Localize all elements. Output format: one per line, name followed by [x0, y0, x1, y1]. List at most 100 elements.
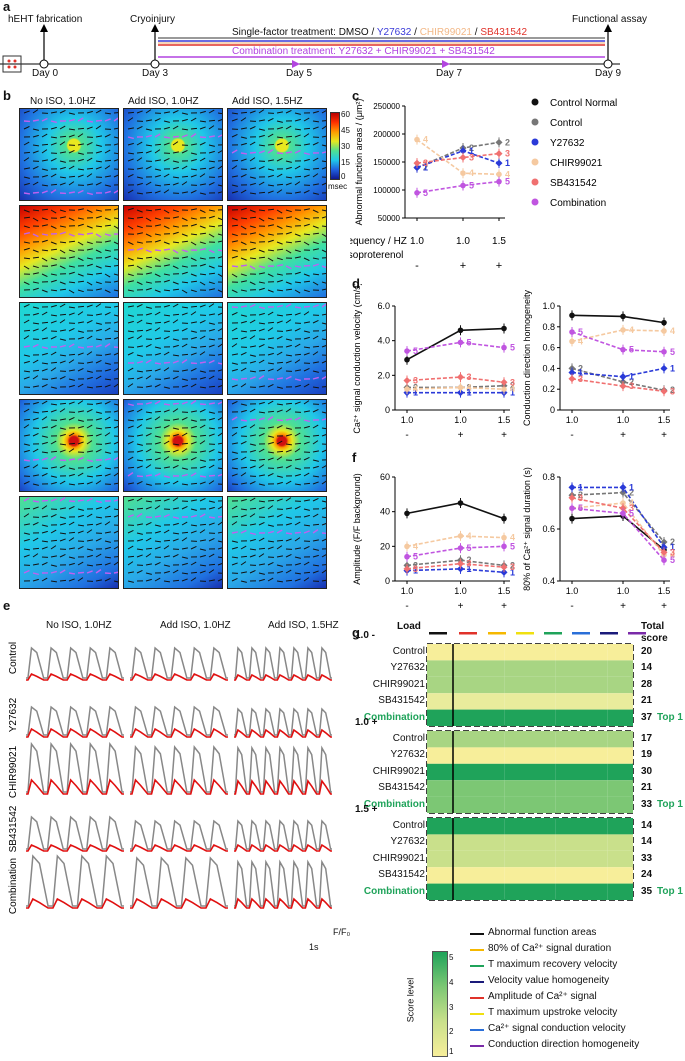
series-number: 2 [510, 381, 515, 391]
vector-arrow [95, 506, 102, 510]
vector-arrow [136, 481, 143, 485]
vector-arrow [41, 524, 48, 527]
vector-arrow [136, 304, 143, 308]
vector-arrow [285, 182, 292, 186]
vector-arrow [59, 516, 66, 519]
heat-cell [530, 731, 556, 748]
vector-arrow [240, 580, 247, 583]
vector-arrow [258, 265, 265, 269]
vector-arrow [50, 425, 57, 429]
vector-arrow [240, 383, 247, 388]
vector-arrow [163, 456, 170, 461]
vector-arrow [231, 426, 239, 429]
vector-arrow [23, 513, 30, 518]
vector-arrow [77, 482, 85, 485]
vector-arrow [240, 482, 247, 485]
heat-cell [478, 883, 505, 900]
y-tick-label: 0.8 [542, 472, 555, 482]
vector-arrow [41, 368, 48, 372]
vector-arrow [312, 173, 319, 178]
vector-arrow [258, 572, 265, 575]
vector-arrow [240, 498, 247, 502]
vector-arrow [41, 149, 48, 154]
vector-arrow [77, 152, 84, 155]
data-point [501, 386, 507, 392]
vector-arrow [145, 191, 153, 194]
vector-arrow [231, 540, 238, 543]
heat-cell [478, 709, 505, 726]
vector-arrow [113, 368, 118, 372]
vector-arrow [312, 529, 319, 534]
vector-arrow [50, 514, 57, 518]
vector-arrow [50, 456, 57, 461]
vector-arrow [303, 546, 310, 550]
vector-arrow [68, 150, 75, 154]
vector-arrow [136, 370, 144, 373]
vector-arrow [240, 330, 248, 333]
vector-arrow [321, 375, 326, 380]
vector-arrow [321, 209, 326, 212]
vector-arrow [217, 338, 222, 340]
vector-arrow [258, 281, 265, 284]
vector-arrow [258, 287, 265, 291]
vector-arrow [172, 225, 179, 228]
vector-arrow [276, 498, 283, 502]
vector-arrow [249, 481, 256, 485]
heat-cell [530, 796, 556, 813]
iso-label: + [501, 430, 507, 439]
series-number: 4 [469, 168, 474, 178]
heat-cell [581, 883, 608, 900]
e-row-label-4: Combination [8, 858, 19, 914]
data-point [414, 190, 420, 196]
vector-arrow [303, 571, 311, 574]
vector-arrow [294, 448, 301, 453]
vector-arrow [145, 287, 152, 291]
vector-arrow [312, 409, 319, 413]
vector-arrow [77, 336, 84, 340]
panel-f-label: f [352, 450, 357, 465]
vector-arrow [276, 248, 284, 251]
vector-arrow [199, 257, 206, 260]
vector-arrow [172, 569, 179, 574]
vector-arrow [59, 110, 66, 114]
vector-arrow [199, 173, 206, 178]
vector-arrow [321, 233, 326, 237]
day-9: Day 9 [595, 68, 622, 79]
series-line-combination [416, 180, 500, 194]
vector-arrow [104, 289, 111, 294]
vector-arrow [136, 513, 143, 518]
vector-arrow [190, 158, 197, 162]
legend-swatch [470, 981, 484, 983]
row-score: 33 [641, 852, 653, 864]
vector-arrow [285, 313, 293, 316]
vector-arrow [258, 134, 265, 138]
activation-map-1-0 [19, 205, 119, 298]
vector-arrow [154, 505, 161, 510]
heat-cell [581, 731, 608, 748]
vector-arrow [113, 273, 118, 276]
vector-arrow [127, 571, 134, 574]
vector-arrow [285, 160, 292, 163]
vector-arrow [59, 538, 66, 542]
vector-arrow [145, 417, 152, 421]
vector-arrow [190, 143, 197, 146]
vector-arrow [276, 570, 283, 574]
vector-arrow [208, 281, 215, 285]
vector-arrow [249, 459, 257, 462]
vector-arrow [285, 408, 292, 413]
vector-arrow [276, 183, 284, 186]
heat-cell [504, 883, 530, 900]
row-name: CHIR99021 [372, 765, 425, 777]
vector-arrow [294, 473, 301, 477]
trace-red [234, 897, 332, 909]
vector-arrow [190, 457, 197, 461]
vector-arrow [32, 119, 40, 122]
vector-arrow [240, 456, 247, 461]
vector-arrow [240, 314, 247, 317]
vector-arrow [190, 514, 197, 518]
series-number: 2 [467, 555, 472, 565]
vector-arrow [127, 377, 135, 380]
single-treatment-label: Single-factor treatment: DMSO / Y27632 /… [232, 27, 527, 38]
vector-arrow [249, 513, 256, 518]
vector-arrow [154, 362, 162, 365]
